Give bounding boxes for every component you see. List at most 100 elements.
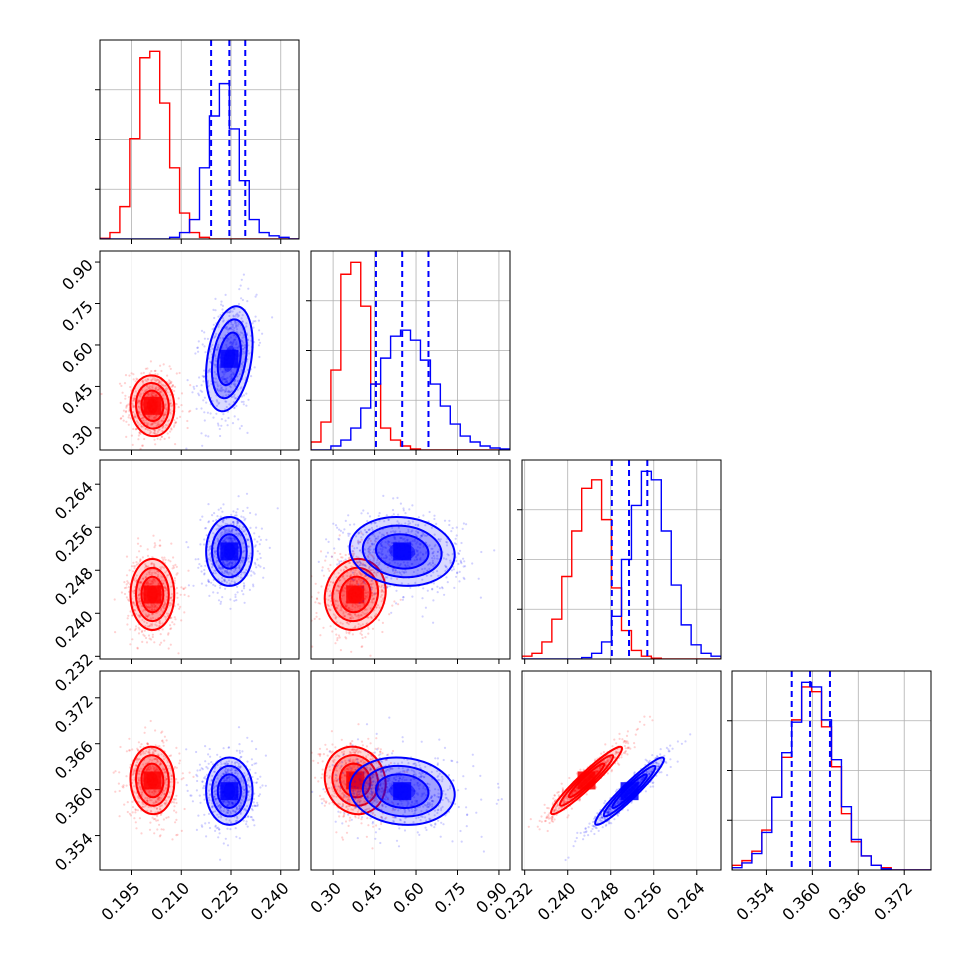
blue-sample-point <box>241 556 244 559</box>
blue-sample-point <box>460 562 463 565</box>
blue-sample-point <box>213 798 216 801</box>
red-sample-point <box>340 556 343 559</box>
red-sample-point <box>170 380 173 384</box>
red-sample-point <box>147 761 151 764</box>
blue-sample-point <box>218 566 221 569</box>
blue-sample-point <box>240 386 243 389</box>
red-sample-point <box>167 574 170 577</box>
red-sample-point <box>155 807 159 810</box>
blue-sample-point <box>254 563 257 566</box>
red-sample-point <box>192 775 195 779</box>
red-sample-point <box>338 636 341 639</box>
blue-sample-point <box>242 525 245 528</box>
red-sample-point <box>150 580 153 583</box>
red-sample-point <box>161 426 164 429</box>
red-sample-point <box>333 551 336 555</box>
blue-sample-point <box>380 535 383 539</box>
red-sample-point <box>163 770 166 774</box>
blue-sample-point <box>382 546 385 549</box>
red-sample-point <box>152 391 156 395</box>
red-sample-point <box>148 606 151 610</box>
blue-sample-point <box>436 585 439 588</box>
blue-sample-point <box>214 572 217 575</box>
red-sample-point <box>150 624 153 627</box>
red-sample-point <box>352 579 355 582</box>
blue-sample-point <box>203 331 206 334</box>
blue-sample-point <box>257 338 261 341</box>
blue-sample-point <box>254 544 257 547</box>
red-sample-point <box>180 404 183 407</box>
blue-sample-point <box>414 556 417 559</box>
blue-sample-point <box>227 390 230 393</box>
red-sample-point <box>153 438 156 441</box>
blue-sample-point <box>214 363 217 366</box>
red-contour <box>129 557 176 631</box>
blue-sample-point <box>225 571 228 574</box>
blue-sample-point <box>245 533 248 536</box>
red-sample-point <box>175 372 178 375</box>
blue-sample-point <box>402 596 405 599</box>
blue-sample-point <box>240 779 243 782</box>
red-sample-point <box>140 793 143 796</box>
red-sample-point <box>128 410 131 413</box>
red-sample-point <box>144 576 147 579</box>
blue-sample-point <box>445 576 448 579</box>
red-sample-point <box>120 591 123 594</box>
red-sample-point <box>375 613 378 616</box>
red-sample-point <box>351 583 354 586</box>
blue-sample-point <box>226 560 229 563</box>
blue-sample-point <box>219 806 222 809</box>
red-sample-point <box>175 586 178 590</box>
blue-sample-point <box>213 795 216 798</box>
blue-sample-point <box>371 551 375 554</box>
red-sample-point <box>351 578 354 581</box>
red-sample-point <box>139 615 142 618</box>
blue-sample-point <box>432 621 435 624</box>
red-sample-point <box>151 816 154 819</box>
red-sample-point <box>138 628 141 631</box>
red-sample-point <box>163 579 166 582</box>
blue-sample-point <box>253 561 257 565</box>
red-sample-point <box>167 559 170 562</box>
red-sample-point <box>366 596 369 599</box>
red-sample-point <box>157 423 160 426</box>
red-sample-point <box>153 802 156 805</box>
red-sample-point <box>128 396 131 399</box>
blue-sample-point <box>228 562 231 565</box>
blue-sample-point <box>458 580 461 583</box>
red-sample-point <box>344 605 347 608</box>
red-sample-point <box>153 606 156 609</box>
blue-sample-point <box>226 531 229 534</box>
blue-sample-point <box>451 527 454 530</box>
blue-sample-point <box>243 601 246 604</box>
blue-sample-point <box>404 511 407 515</box>
red-sample-point <box>324 559 327 562</box>
blue-sample-point <box>229 810 232 813</box>
red-sample-point <box>165 408 169 411</box>
red-sample-point <box>136 761 139 764</box>
red-sample-point <box>175 746 178 750</box>
blue-sample-point <box>203 411 206 414</box>
blue-sample-point <box>227 562 231 566</box>
red-sample-point <box>138 779 141 782</box>
red-sample-point <box>396 577 399 581</box>
red-sample-point <box>118 382 122 385</box>
red-sample-point <box>154 393 157 396</box>
red-sample-point <box>367 632 370 635</box>
red-sample-point <box>138 598 141 601</box>
blue-sample-point <box>208 540 211 543</box>
red-sample-point <box>132 411 135 414</box>
red-sample-point <box>133 768 136 771</box>
red-sample-point <box>144 367 147 370</box>
blue-sample-point <box>240 515 243 518</box>
red-sample-point <box>347 606 350 610</box>
red-sample-point <box>150 573 153 576</box>
red-sample-point <box>187 569 190 572</box>
blue-sample-point <box>228 776 231 779</box>
red-sample-point <box>155 607 159 610</box>
blue-sample-point <box>419 542 422 546</box>
blue-sample-point <box>403 571 406 574</box>
blue-sample-point <box>337 537 340 540</box>
blue-sample-point <box>456 571 459 574</box>
red-sample-point <box>159 608 162 611</box>
